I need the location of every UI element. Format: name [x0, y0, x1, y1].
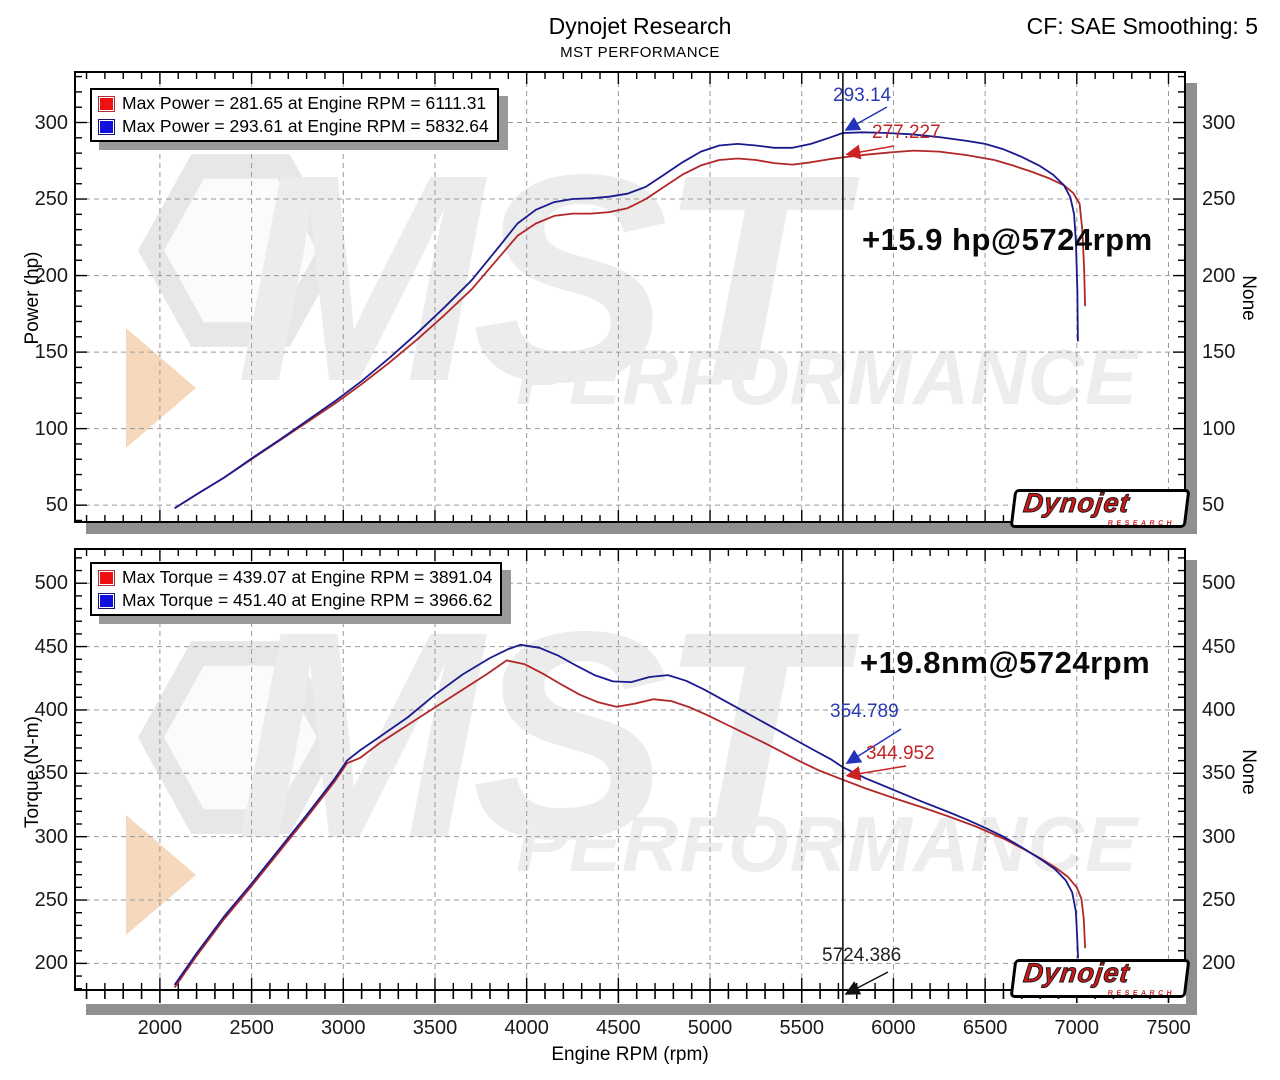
page-subtitle: MST PERFORMANCE — [560, 44, 720, 61]
curve-red-run — [174, 149, 1086, 509]
torque-cursor-value-red: 344.952 — [866, 743, 935, 764]
frame-shadow-right-bottom-chart — [1186, 560, 1197, 1015]
correction-factor-label: CF: SAE Smoothing: 5 — [1026, 13, 1258, 39]
red-series-swatch — [98, 95, 115, 112]
torque-axis-title: Torque (N-m) — [22, 716, 43, 828]
plot-border — [74, 548, 1186, 991]
power-gain-annotation: +15.9 hp@5724rpm — [862, 222, 1153, 257]
legend-row: Max Torque = 439.07 at Engine RPM = 3891… — [98, 566, 492, 589]
blue-series-swatch — [98, 118, 115, 135]
legend-label: Max Power = 293.61 at Engine RPM = 5832.… — [122, 116, 489, 136]
right-axis-title-top: None — [1238, 275, 1259, 321]
frame-shadow-right-top-chart — [1186, 83, 1197, 534]
arrow-power-blue — [844, 106, 888, 131]
plot-border — [74, 71, 1186, 523]
page-title: Dynojet Research — [548, 13, 732, 39]
torque-gain-annotation: +19.8nm@5724rpm — [860, 645, 1151, 680]
dynojet-research-label: RESEARCH — [1107, 520, 1176, 527]
arrow-power-red — [845, 144, 895, 160]
right-axis-title-bottom: None — [1238, 749, 1259, 795]
torque-legend: Max Torque = 439.07 at Engine RPM = 3891… — [90, 562, 503, 616]
legend-label: Max Torque = 451.40 at Engine RPM = 3966… — [122, 590, 493, 610]
dynojet-research-label: RESEARCH — [1107, 990, 1176, 997]
curve-red-run — [173, 659, 1086, 989]
power-legend: Max Power = 281.65 at Engine RPM = 6111.… — [90, 88, 499, 142]
power-cursor-value-red: 277.227 — [872, 122, 941, 143]
blue-series-swatch — [98, 592, 115, 609]
dynojet-wordmark: Dynojet — [1021, 958, 1132, 989]
dynojet-wordmark: Dynojet — [1021, 488, 1132, 519]
cursor-rpm-label: 5724.386 — [822, 945, 902, 966]
curve-blue-run — [174, 131, 1079, 509]
torque-cursor-value-blue: 354.789 — [830, 701, 899, 722]
dynojet-logo-bottom: Dynojet RESEARCH — [1009, 958, 1191, 998]
power-cursor-value-blue: 293.14 — [833, 85, 892, 106]
legend-label: Max Torque = 439.07 at Engine RPM = 3891… — [122, 567, 493, 587]
frame-shadow-bottom-axis — [86, 1004, 1197, 1015]
power-axis-title: Power (hp) — [22, 251, 43, 345]
frame-shadow-bottom-top-chart — [86, 523, 1197, 534]
arrow-cursor-rpm — [844, 971, 889, 995]
legend-label: Max Power = 281.65 at Engine RPM = 6111.… — [122, 93, 487, 113]
arrow-torque-red — [845, 765, 907, 781]
red-series-swatch — [98, 569, 115, 586]
legend-row: Max Power = 281.65 at Engine RPM = 6111.… — [98, 92, 489, 115]
legend-row: Max Torque = 451.40 at Engine RPM = 3966… — [98, 589, 492, 612]
rpm-axis-title: Engine RPM (rpm) — [551, 1044, 709, 1065]
curve-blue-run — [173, 643, 1079, 986]
legend-row: Max Power = 293.61 at Engine RPM = 5832.… — [98, 115, 489, 138]
arrow-torque-blue — [845, 728, 902, 765]
dynojet-logo-top: Dynojet RESEARCH — [1009, 488, 1191, 528]
